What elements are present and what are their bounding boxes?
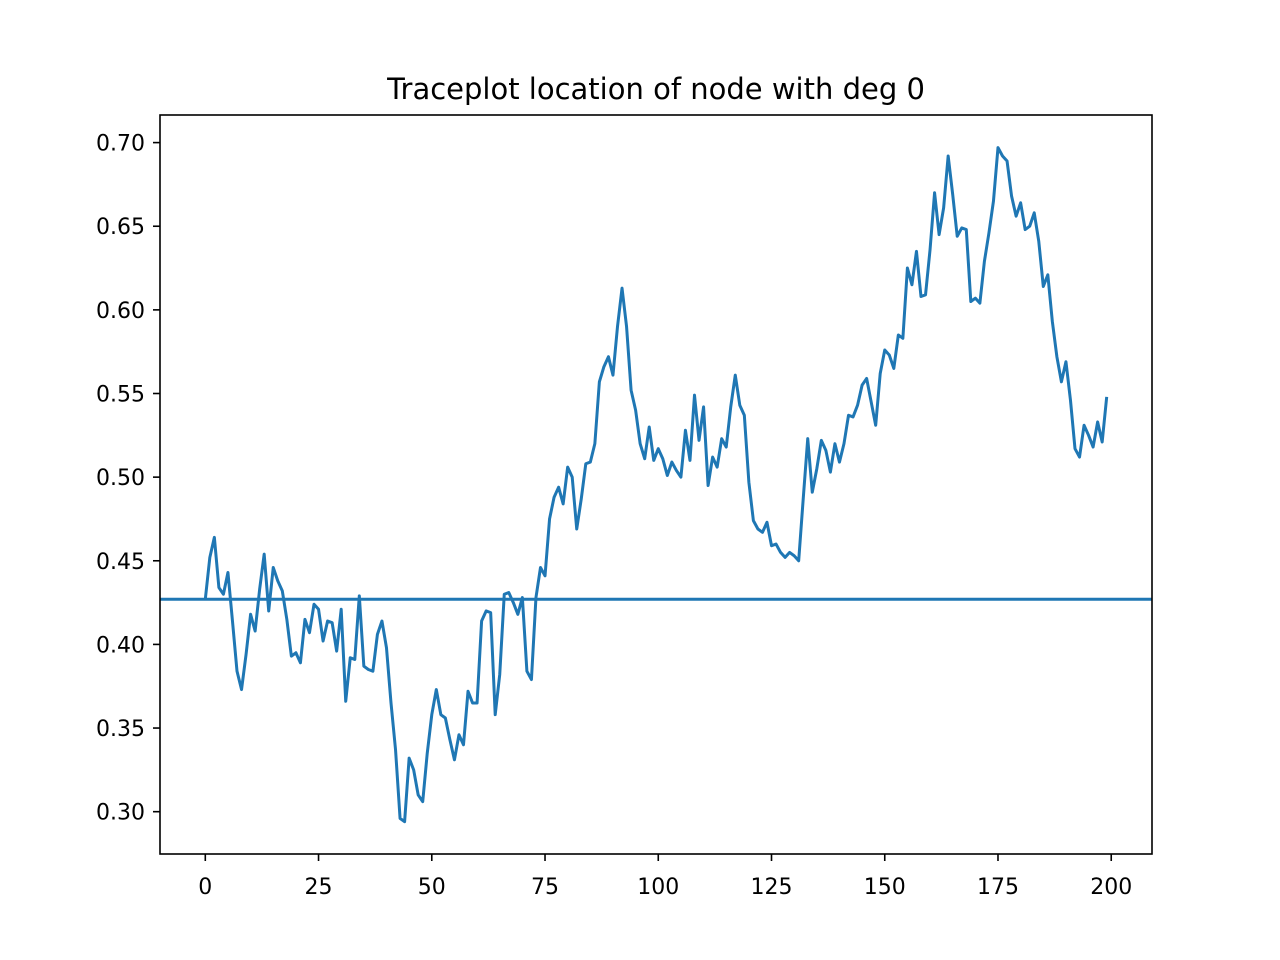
y-tick-label: 0.30: [96, 801, 145, 826]
y-tick-label: 0.70: [96, 132, 145, 157]
y-tick-label: 0.55: [96, 383, 145, 408]
x-tick-label: 175: [977, 875, 1019, 900]
x-tick-label: 200: [1090, 875, 1132, 900]
x-tick-label: 25: [305, 875, 333, 900]
axes-frame: [159, 114, 1153, 855]
x-tick-label: 100: [637, 875, 679, 900]
x-tick-label: 75: [531, 875, 559, 900]
axes: 0 25 50 75 100 125 150 175 200 0.30 0.35 0.40 0.45 0.…: [96, 114, 1153, 900]
y-tick-label: 0.45: [96, 550, 145, 575]
chart-title: Traceplot location of node with deg 0: [386, 72, 925, 106]
x-tick-label: 125: [751, 875, 793, 900]
y-tick-label: 0.35: [96, 717, 145, 742]
y-tick-label: 0.60: [96, 299, 145, 324]
series-line-0: [203, 146, 1109, 824]
x-tick-label: 0: [198, 875, 212, 900]
x-tick-label: 150: [864, 875, 906, 900]
y-tick-label: 0.65: [96, 215, 145, 240]
x-tick-label: 50: [418, 875, 446, 900]
y-tick-label: 0.50: [96, 466, 145, 491]
y-tick-label: 0.40: [96, 633, 145, 658]
plot-area: [160, 146, 1152, 824]
